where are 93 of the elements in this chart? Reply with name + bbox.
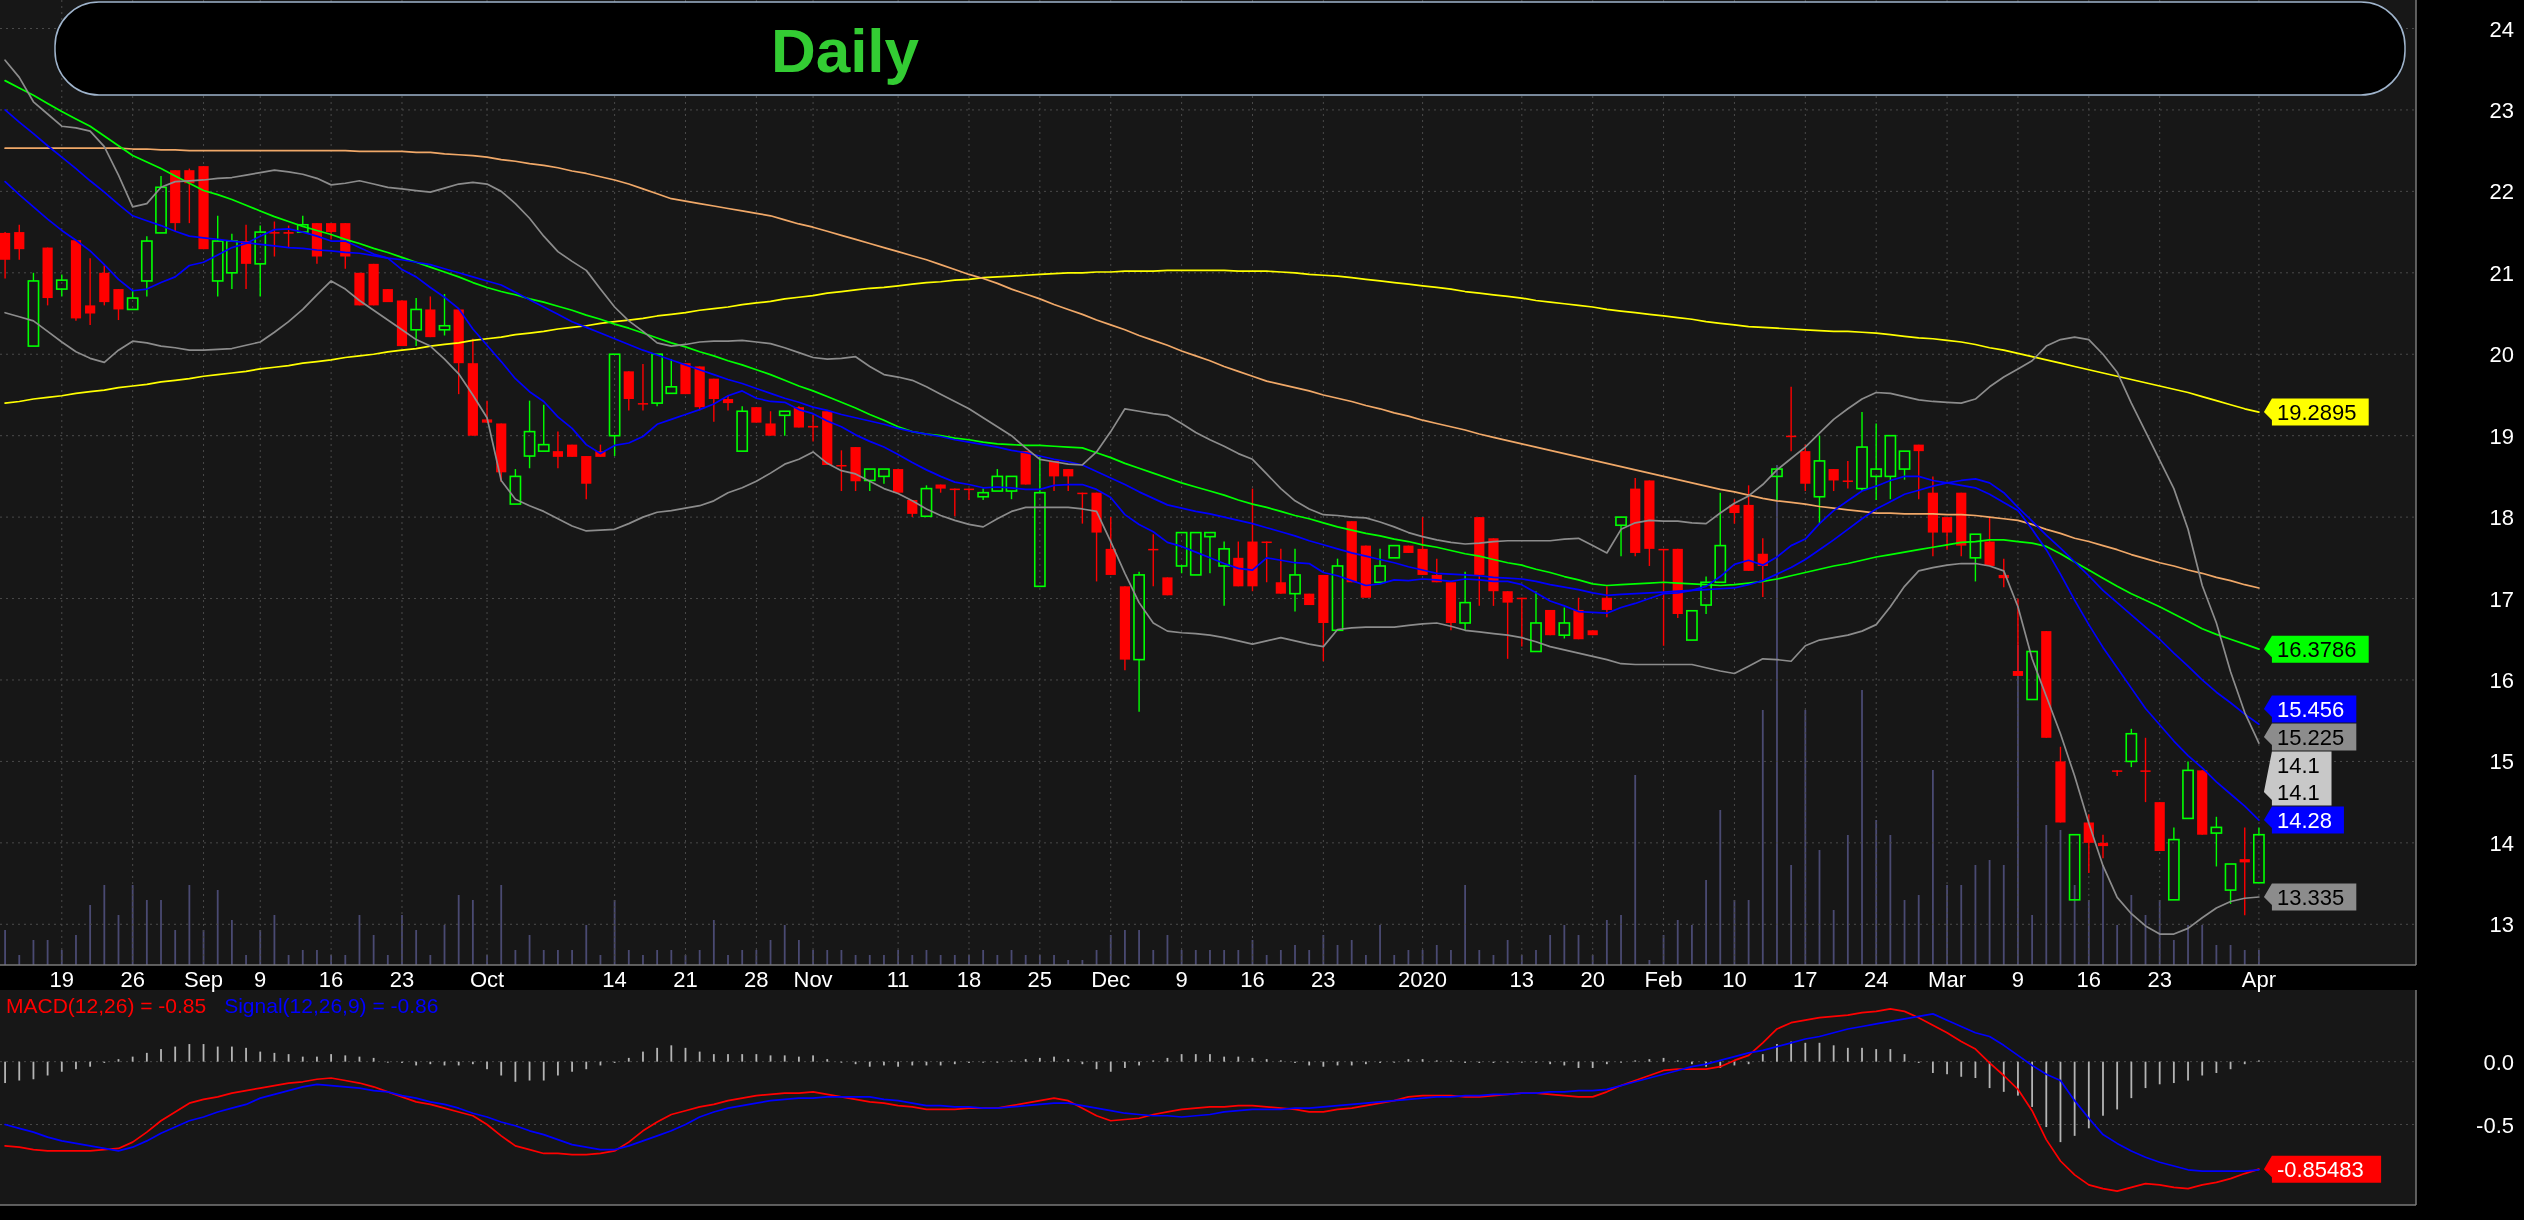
- x-tick-label: 20: [1580, 967, 1605, 992]
- candlestick: [1913, 443, 1924, 500]
- x-tick-label: 14: [602, 967, 627, 992]
- candlestick: [1700, 575, 1712, 615]
- candlestick: [1870, 422, 1883, 501]
- candlestick: [269, 220, 280, 258]
- candlestick: [807, 414, 819, 443]
- x-tick-label: 10: [1722, 967, 1747, 992]
- y-tick-label: 0.0: [2483, 1049, 2514, 1075]
- x-tick-label: Feb: [1644, 967, 1683, 992]
- candlestick: [14, 224, 25, 261]
- x-tick-label: Oct: [469, 967, 505, 992]
- candlestick: [283, 224, 294, 249]
- x-tick-label: 23: [389, 967, 415, 992]
- annotation: 14.1: [2276, 779, 2320, 805]
- text: Signal(12,26,9) = -0.86: [224, 994, 439, 1017]
- candlestick: [1502, 590, 1513, 660]
- annotation: 15.225: [2276, 724, 2345, 750]
- x-tick-label: 24: [1863, 967, 1889, 992]
- candlestick: [1459, 570, 1472, 631]
- candlestick: [2239, 826, 2250, 917]
- y-tick-label: 18: [2489, 505, 2514, 531]
- x-tick-label: 9: [1175, 967, 1188, 992]
- x-tick-label: 16: [1240, 967, 1265, 992]
- y-tick-label: 24: [2489, 16, 2514, 42]
- x-tick-label: 13: [1509, 967, 1535, 992]
- candlestick: [708, 377, 719, 423]
- candlestick: [85, 257, 96, 326]
- line-series: [4, 269, 2260, 413]
- annotation: 14.1: [2276, 752, 2320, 778]
- line-series: [4, 280, 2260, 935]
- y-tick-label: 20: [2489, 342, 2514, 368]
- annotation: 14.28: [2276, 807, 2332, 833]
- candlestick: [2097, 834, 2109, 860]
- x-tick-label: 25: [1027, 967, 1053, 992]
- annotation: 16.3786: [2276, 636, 2357, 662]
- x-tick-label: 21: [673, 967, 698, 992]
- candlestick: [1275, 548, 1286, 595]
- candlestick: [1218, 540, 1231, 607]
- candlestick: [637, 363, 649, 412]
- x-tick-label: Mar: [1928, 967, 1967, 992]
- candlestick: [1941, 516, 1953, 551]
- candlestick: [1842, 460, 1853, 490]
- x-tick-label: Dec: [1091, 967, 1131, 992]
- annotation: 15.456: [2276, 696, 2345, 722]
- candlestick: [1063, 468, 1074, 492]
- candlestick: [1828, 468, 1839, 492]
- candlestick: [765, 410, 776, 437]
- x-tick-label: 9: [2011, 967, 2025, 992]
- x-tick-label: 19: [49, 967, 75, 992]
- candlestick: [1729, 498, 1740, 525]
- x-tick-label: Nov: [793, 967, 833, 992]
- annotation: 19.2895: [2276, 399, 2357, 425]
- candlestick: [410, 297, 423, 347]
- y-tick-label: 22: [2489, 179, 2514, 205]
- y-tick-label: 15: [2489, 749, 2514, 775]
- x-tick-label: 18: [956, 967, 982, 992]
- candlestick: [552, 430, 564, 469]
- y-tick-label: 13: [2489, 912, 2514, 938]
- x-tick-label: 2020: [1398, 967, 1448, 992]
- y-tick-label: 17: [2489, 586, 2514, 612]
- x-tick-label: 23: [1311, 967, 1336, 992]
- x-tick-label: 9: [254, 967, 267, 992]
- chart-title: Daily: [770, 16, 920, 85]
- x-tick-label: Apr: [2241, 967, 2277, 992]
- line-series: [4, 147, 2260, 589]
- x-tick-label: 26: [120, 967, 145, 992]
- candlestick: [2012, 597, 2024, 677]
- data-label: -0.85483: [2276, 1156, 2364, 1182]
- y-tick-label: 21: [2489, 260, 2514, 286]
- candlestick: [225, 233, 238, 290]
- x-tick-label: 11: [886, 967, 910, 992]
- y-tick-label: -0.5: [2476, 1112, 2514, 1138]
- y-tick-label: 19: [2489, 423, 2514, 449]
- x-tick-label: 28: [744, 967, 769, 992]
- text: MACD(12,26) = -0.85: [6, 994, 207, 1017]
- candlestick: [140, 235, 153, 298]
- x-tick-label: Sep: [183, 967, 224, 992]
- candlestick: [1289, 548, 1301, 613]
- y-tick-label: 14: [2489, 830, 2514, 856]
- candlestick: [2140, 737, 2151, 803]
- x-tick-label: 16: [2076, 967, 2102, 992]
- x-tick-label: 23: [2147, 967, 2172, 992]
- x-tick-label: 17: [1793, 967, 1818, 992]
- candlestick: [2112, 769, 2123, 777]
- y-tick-label: 16: [2489, 667, 2514, 693]
- candlestick: [1813, 434, 1826, 525]
- candlestick: [113, 288, 124, 321]
- candlestick: [1601, 585, 1612, 618]
- x-tick-label: 16: [318, 967, 344, 992]
- y-tick-label: 23: [2489, 97, 2514, 123]
- candlestick: [893, 468, 904, 494]
- annotation: 13.335: [2276, 884, 2345, 910]
